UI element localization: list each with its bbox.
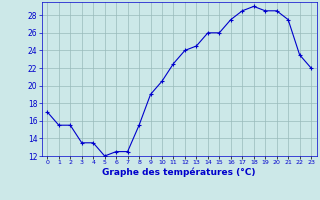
X-axis label: Graphe des températures (°C): Graphe des températures (°C) [102,168,256,177]
